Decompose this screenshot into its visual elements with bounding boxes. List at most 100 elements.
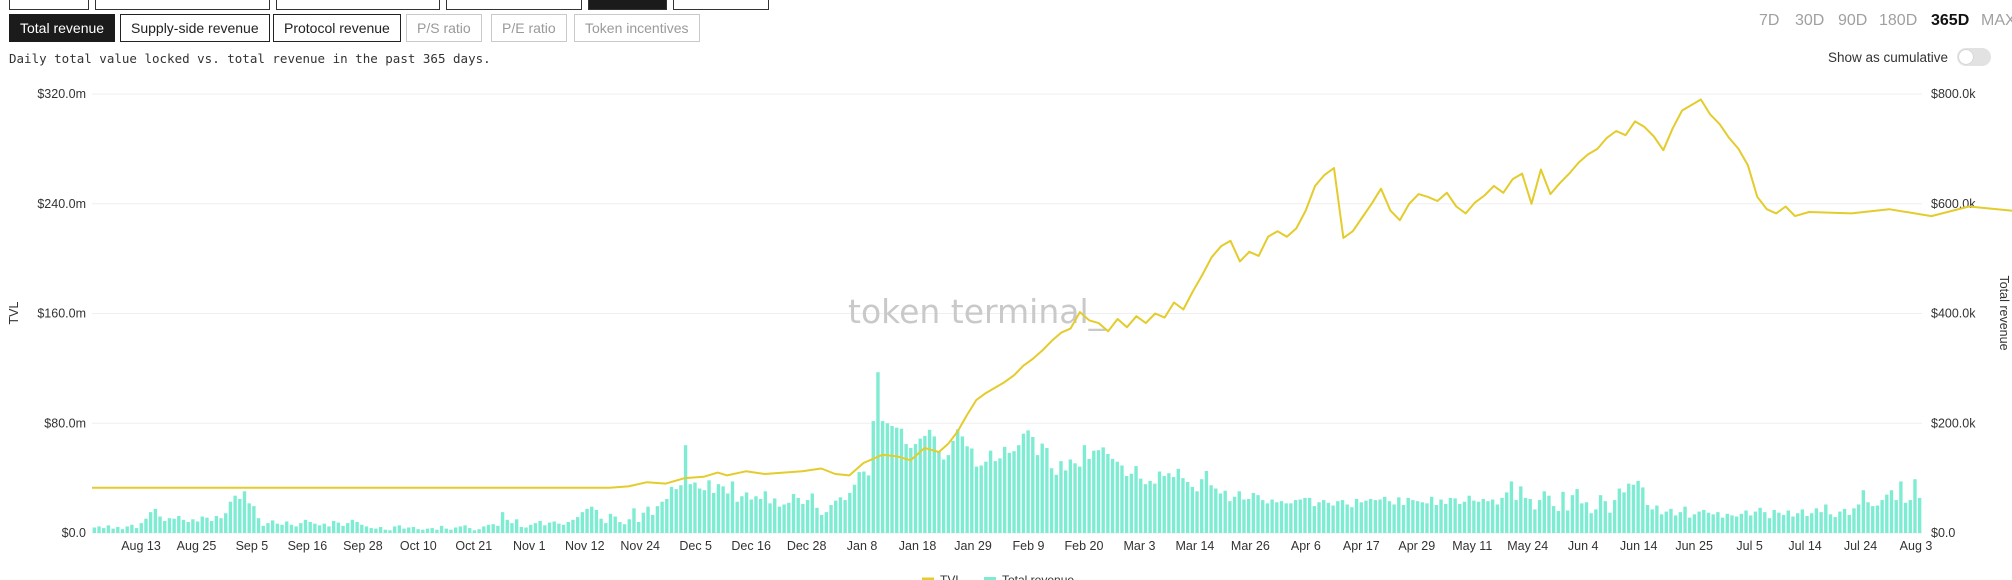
revenue-bar xyxy=(186,522,190,533)
revenue-bar xyxy=(697,488,702,533)
revenue-bar xyxy=(998,458,1002,533)
revenue-bar xyxy=(1265,503,1270,533)
tab-token-incentives[interactable]: Token incentives xyxy=(574,14,700,42)
revenue-bar xyxy=(1228,501,1232,533)
revenue-bar xyxy=(1021,433,1026,533)
revenue-bar xyxy=(561,524,566,533)
revenue-bar xyxy=(472,530,477,533)
revenue-bar xyxy=(768,503,772,533)
revenue-bar xyxy=(909,447,913,533)
revenue-bar xyxy=(1814,508,1819,533)
revenue-bar xyxy=(979,465,983,533)
revenue-bar xyxy=(1683,506,1687,533)
x-tick-label: Dec 5 xyxy=(679,539,712,553)
revenue-bar xyxy=(177,515,181,533)
revenue-bar xyxy=(514,519,519,533)
revenue-bar xyxy=(435,529,439,533)
revenue-bar xyxy=(341,525,345,533)
revenue-bar xyxy=(1509,481,1514,533)
tab-supply-side-revenue[interactable]: Supply-side revenue xyxy=(120,14,270,42)
top-tab-cut-6[interactable] xyxy=(673,0,769,10)
revenue-bar xyxy=(1828,514,1833,533)
revenue-bar xyxy=(1575,489,1579,533)
revenue-bar xyxy=(1185,481,1190,533)
revenue-bar xyxy=(111,528,115,533)
range-180d[interactable]: 180D xyxy=(1879,12,1918,29)
revenue-bar xyxy=(918,438,922,533)
revenue-bar xyxy=(1448,497,1453,533)
revenue-bar xyxy=(590,506,594,533)
revenue-bar xyxy=(1547,495,1551,533)
revenue-bar xyxy=(683,445,688,533)
revenue-bar xyxy=(425,528,430,533)
revenue-bar xyxy=(1786,510,1790,533)
revenue-bar xyxy=(1383,496,1387,533)
revenue-bar xyxy=(862,471,866,533)
tab-ps-ratio[interactable]: P/S ratio xyxy=(406,14,482,42)
range-365d[interactable]: 365D xyxy=(1931,12,1970,29)
revenue-bar xyxy=(172,518,176,533)
revenue-bar xyxy=(1200,479,1204,533)
range-7d[interactable]: 7D xyxy=(1759,12,1780,29)
revenue-bar xyxy=(524,527,528,533)
right-axis-title: Total revenue xyxy=(1997,275,2011,350)
revenue-bar xyxy=(1875,505,1880,533)
revenue-bar xyxy=(139,523,143,533)
top-tab-cut-2[interactable] xyxy=(95,0,270,10)
revenue-bar xyxy=(904,444,908,533)
revenue-bar xyxy=(500,512,505,533)
revenue-bar xyxy=(1706,512,1711,533)
x-tick-label: Feb 20 xyxy=(1065,539,1104,553)
revenue-bar xyxy=(120,529,125,533)
revenue-bar xyxy=(1500,497,1504,533)
x-tick-label: Mar 3 xyxy=(1123,539,1155,553)
revenue-bar xyxy=(566,522,570,533)
revenue-bar xyxy=(1899,481,1903,533)
right-tick-label: $400.0k xyxy=(1931,307,1976,321)
x-tick-label: Nov 24 xyxy=(620,539,660,553)
revenue-bar xyxy=(533,523,538,533)
revenue-bar xyxy=(1045,447,1049,533)
revenue-bar xyxy=(622,524,627,533)
revenue-bar xyxy=(1458,503,1462,533)
revenue-bar xyxy=(496,525,500,533)
revenue-bar xyxy=(932,436,936,533)
range-90d[interactable]: 90D xyxy=(1838,12,1868,29)
left-tick-label: $160.0m xyxy=(37,307,86,321)
revenue-bar xyxy=(1739,513,1744,533)
revenue-bar xyxy=(97,526,101,533)
top-tab-cut-3[interactable] xyxy=(276,0,440,10)
revenue-bar xyxy=(477,529,481,533)
top-tab-cut-5[interactable] xyxy=(588,0,667,10)
revenue-bar xyxy=(280,524,284,533)
revenue-bar xyxy=(1673,515,1678,533)
tab-pe-ratio[interactable]: P/E ratio xyxy=(491,14,567,42)
revenue-bar xyxy=(1129,473,1134,533)
top-tab-cut-1[interactable] xyxy=(9,0,89,10)
revenue-bar xyxy=(1181,478,1185,533)
revenue-bar xyxy=(1894,500,1898,533)
revenue-bar xyxy=(224,513,228,533)
range-30d[interactable]: 30D xyxy=(1795,12,1825,29)
revenue-bar xyxy=(219,518,223,533)
revenue-bar xyxy=(1542,491,1546,533)
revenue-bar xyxy=(1439,499,1443,533)
revenue-bar xyxy=(1411,500,1415,533)
revenue-bar xyxy=(299,523,303,533)
revenue-bar xyxy=(1270,499,1274,533)
tab-protocol-revenue[interactable]: Protocol revenue xyxy=(273,14,401,42)
revenue-bar xyxy=(1167,473,1171,533)
revenue-bar xyxy=(1871,506,1875,533)
revenue-bar xyxy=(1472,500,1476,533)
right-tick-label: $200.0k xyxy=(1931,416,1976,430)
revenue-bar xyxy=(674,489,678,533)
tab-total-revenue[interactable]: Total revenue xyxy=(9,14,116,42)
toggle-knob xyxy=(1959,50,1973,64)
cumulative-toggle[interactable] xyxy=(1957,48,1991,66)
range-max[interactable]: MAX xyxy=(1981,12,2012,29)
revenue-bar xyxy=(331,520,336,533)
revenue-bar xyxy=(838,497,843,533)
top-tab-cut-4[interactable] xyxy=(446,0,582,10)
x-tick-label: Jul 24 xyxy=(1844,539,1877,553)
revenue-bar xyxy=(346,523,350,533)
